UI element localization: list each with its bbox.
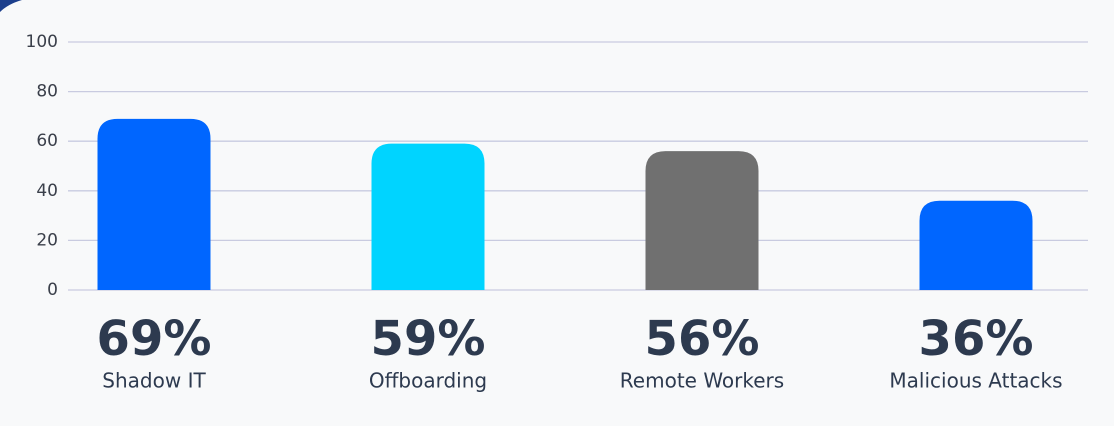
y-tick-label: 80 <box>36 82 58 102</box>
category-label: Remote Workers <box>620 369 784 393</box>
value-label: 69% <box>97 311 212 367</box>
category-label: Malicious Attacks <box>889 369 1062 393</box>
value-label: 59% <box>371 311 486 367</box>
y-tick-label: 100 <box>26 32 58 52</box>
bar <box>645 151 759 290</box>
bar <box>371 143 485 290</box>
bar <box>919 200 1033 290</box>
y-tick-label: 40 <box>36 181 58 201</box>
value-label: 36% <box>919 311 1034 367</box>
category-label: Offboarding <box>369 369 487 393</box>
category-label: Shadow IT <box>102 369 206 393</box>
y-tick-label: 0 <box>47 280 58 300</box>
value-label: 56% <box>645 311 760 367</box>
y-tick-label: 60 <box>36 131 58 151</box>
corner-decoration <box>0 0 22 12</box>
y-tick-label: 20 <box>36 230 58 250</box>
bar <box>97 118 211 290</box>
